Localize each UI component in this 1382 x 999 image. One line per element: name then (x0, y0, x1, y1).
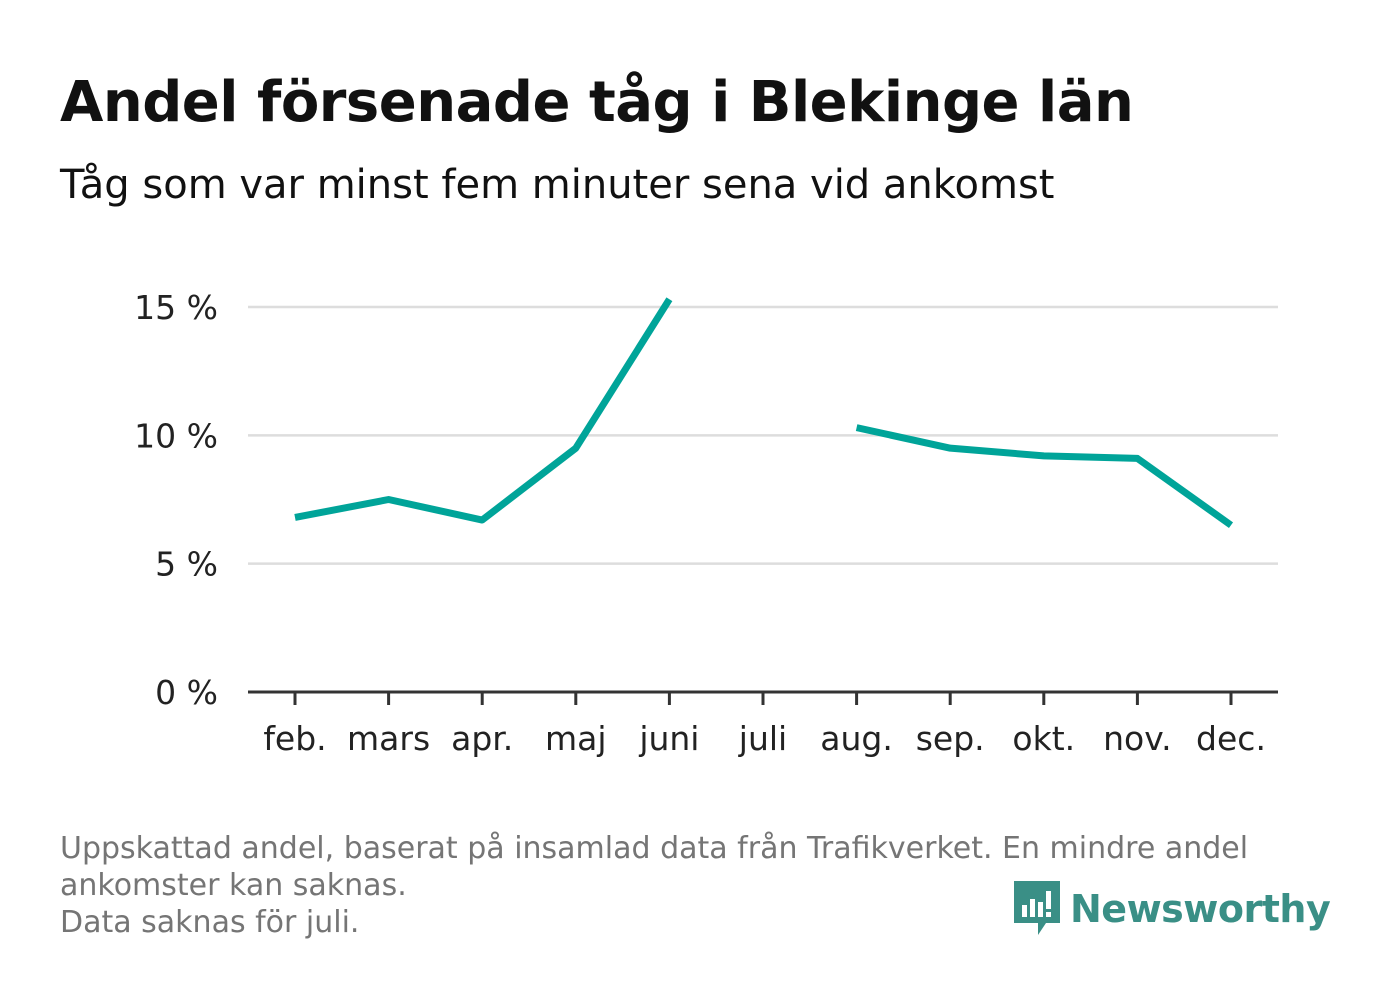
footnote-line: Data saknas för juli. (60, 905, 360, 940)
y-tick-label: 5 % (155, 545, 218, 584)
y-tick-label: 15 % (134, 288, 218, 327)
newsworthy-logo-icon (1014, 881, 1060, 935)
line-chart: 0 % 5 % 10 % 15 % feb. mars apr. maj juni juli aug… (134, 288, 1278, 758)
x-tick-label: nov. (1103, 719, 1172, 758)
newsworthy-logo: Newsworthy (1012, 879, 1331, 939)
x-tick-label: aug. (820, 719, 893, 758)
x-tick-label: okt. (1012, 719, 1075, 758)
chart-title: Andel försenade tåg i Blekinge län (60, 70, 1134, 135)
series-line (855, 424, 1234, 529)
x-tick-label: dec. (1196, 719, 1266, 758)
x-tick-label: juni (638, 719, 699, 758)
chart-subtitle: Tåg som var minst fem minuter sena vid a… (60, 162, 1055, 208)
x-tick-label: feb. (263, 719, 326, 758)
footnote: Uppskattad andel, baserat på insamlad da… (60, 830, 1340, 941)
y-tick-label: 0 % (155, 673, 218, 712)
x-tick-label: sep. (916, 719, 985, 758)
x-tick-label: mars (347, 719, 430, 758)
y-tick-label: 10 % (134, 416, 218, 455)
footnote-line: ankomster kan saknas. (60, 868, 407, 903)
series-line (294, 297, 673, 524)
x-tick-label: apr. (451, 719, 513, 758)
footnote-line: Uppskattad andel, baserat på insamlad da… (60, 831, 1249, 866)
x-tick-label: juli (738, 719, 787, 758)
x-tick-label: maj (545, 719, 607, 758)
logo-text: Newsworthy (1070, 887, 1331, 931)
